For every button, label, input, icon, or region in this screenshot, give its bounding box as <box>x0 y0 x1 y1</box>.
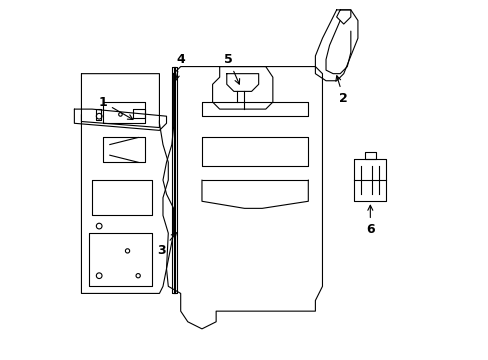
Text: 4: 4 <box>174 53 184 80</box>
Text: 1: 1 <box>98 95 133 120</box>
Text: 2: 2 <box>335 76 347 105</box>
Text: 6: 6 <box>365 205 374 236</box>
Polygon shape <box>354 159 386 201</box>
Text: 3: 3 <box>157 233 176 257</box>
Polygon shape <box>171 67 177 293</box>
Text: 5: 5 <box>224 53 239 84</box>
Polygon shape <box>163 67 322 329</box>
Polygon shape <box>212 67 272 109</box>
Polygon shape <box>81 74 168 293</box>
Polygon shape <box>74 109 166 130</box>
Polygon shape <box>315 10 357 81</box>
